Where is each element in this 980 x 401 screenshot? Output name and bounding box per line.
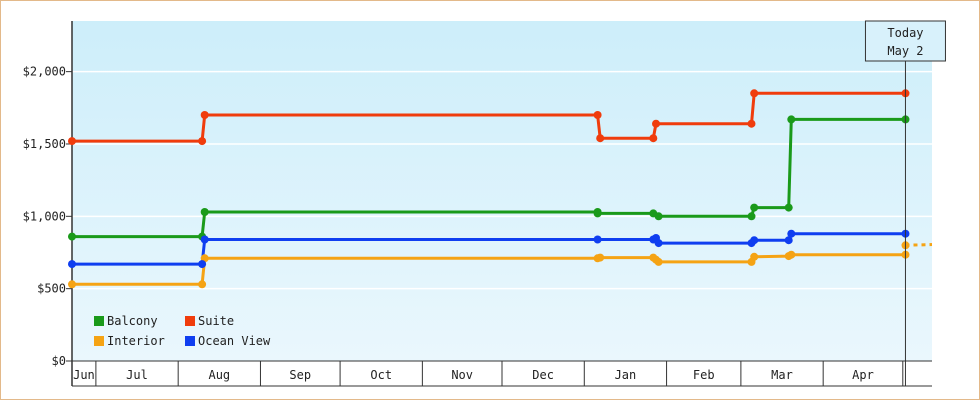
legend-label-interior: Interior bbox=[107, 334, 165, 348]
data-point bbox=[68, 137, 76, 146]
x-tick-label: Apr bbox=[852, 368, 874, 382]
data-point bbox=[68, 232, 76, 241]
data-point bbox=[596, 253, 605, 262]
legend-label-balcony: Balcony bbox=[107, 314, 158, 328]
data-point bbox=[747, 212, 756, 221]
data-point bbox=[787, 229, 796, 238]
legend: Balcony Suite Interior Ocean View bbox=[94, 314, 271, 348]
x-tick-label: Jun bbox=[73, 368, 95, 382]
data-point bbox=[750, 203, 759, 212]
x-tick-label: Jul bbox=[126, 368, 148, 382]
data-point bbox=[750, 89, 759, 98]
today-date: May 2 bbox=[887, 44, 923, 58]
data-point bbox=[593, 111, 602, 119]
data-point bbox=[200, 111, 209, 119]
data-point bbox=[654, 239, 663, 248]
data-point bbox=[68, 260, 76, 269]
series-points bbox=[68, 89, 910, 289]
data-point bbox=[649, 134, 658, 143]
data-point bbox=[198, 280, 207, 289]
data-point bbox=[200, 208, 209, 216]
data-point bbox=[654, 212, 663, 221]
data-point bbox=[787, 115, 796, 124]
legend-swatch-interior bbox=[94, 336, 104, 346]
today-box bbox=[864, 20, 946, 62]
x-tick-label: Oct bbox=[370, 368, 392, 382]
data-point bbox=[784, 236, 793, 245]
data-point bbox=[596, 134, 605, 143]
series-line-suite bbox=[72, 91, 906, 143]
data-point bbox=[750, 252, 759, 261]
data-point bbox=[750, 236, 759, 245]
y-gridlines bbox=[72, 70, 932, 290]
data-point bbox=[200, 235, 209, 244]
y-tick-label: $2,000 bbox=[23, 65, 66, 79]
x-tick-label: Dec bbox=[532, 368, 554, 382]
x-tick-label: Aug bbox=[208, 368, 230, 382]
data-point bbox=[198, 260, 207, 269]
x-tick-label: Jan bbox=[615, 368, 637, 382]
data-point bbox=[654, 257, 663, 266]
legend-swatch-suite bbox=[185, 316, 195, 326]
data-point bbox=[784, 203, 793, 212]
y-tick-label: $0 bbox=[52, 354, 66, 368]
y-tick-label: $1,500 bbox=[23, 137, 66, 151]
legend-swatch-balcony bbox=[94, 316, 104, 326]
x-tick-label: Nov bbox=[451, 368, 473, 382]
data-point bbox=[747, 119, 756, 128]
data-point bbox=[787, 250, 796, 259]
y-tick-label: $1,000 bbox=[23, 209, 66, 223]
legend-label-suite: Suite bbox=[198, 314, 234, 328]
today-label: Today bbox=[887, 26, 923, 40]
x-tick-label: Feb bbox=[693, 368, 715, 382]
y-tick-label: $500 bbox=[37, 282, 66, 296]
legend-label-ocean-view: Ocean View bbox=[198, 334, 271, 348]
axes: $0 $500 $1,000 $1,500 $2,000 Jun Jul Aug Sep Oct N… bbox=[23, 21, 932, 387]
data-point bbox=[593, 235, 602, 244]
legend-swatch-ocean-view bbox=[185, 336, 195, 346]
x-tick-label: Sep bbox=[289, 368, 311, 382]
data-point bbox=[593, 209, 602, 218]
today-marker: Today May 2 bbox=[864, 20, 946, 386]
data-point bbox=[652, 119, 660, 128]
data-point bbox=[198, 137, 207, 146]
x-tick-label: Mar bbox=[771, 368, 793, 382]
data-point bbox=[68, 280, 76, 289]
